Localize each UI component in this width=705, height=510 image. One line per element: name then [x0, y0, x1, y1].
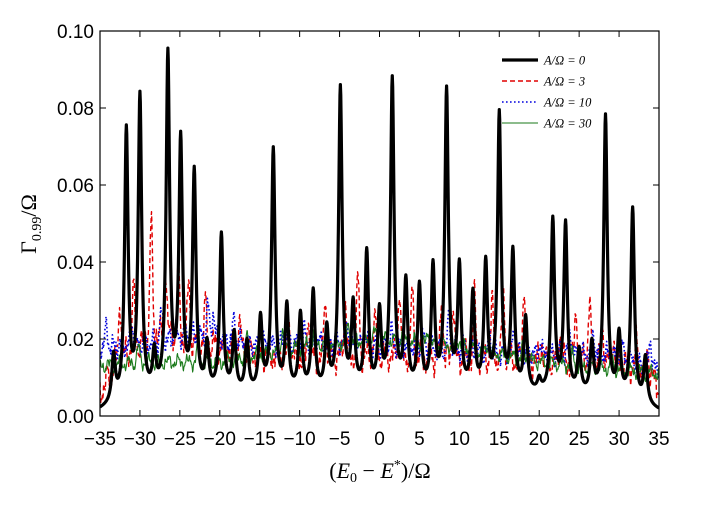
x-tick-label: 30	[609, 429, 630, 450]
x-tick-label: −5	[329, 429, 351, 450]
series-line-3	[100, 322, 659, 383]
x-tick-label: 35	[648, 429, 669, 450]
x-tick-label: −15	[244, 429, 276, 450]
y-tick-label: 0.10	[57, 22, 94, 43]
y-tick-label: 0.08	[57, 99, 94, 120]
x-tick-label: 15	[489, 429, 510, 450]
axis-ticks	[99, 30, 660, 417]
series-line-2	[100, 297, 659, 380]
x-tick-label: 25	[569, 429, 590, 450]
legend-label-0: A/Ω = 0	[543, 54, 586, 68]
series-line-1	[100, 211, 659, 403]
x-axis-label: (E0 − E*)/Ω	[329, 458, 430, 486]
legend-label-1: A/Ω = 3	[543, 75, 585, 89]
x-tick-label: −10	[284, 429, 316, 450]
x-tick-label: 20	[529, 429, 550, 450]
x-tick-label: −20	[204, 429, 236, 450]
y-tick-label: 0.06	[57, 176, 94, 197]
legend: A/Ω = 0 A/Ω = 3 A/Ω = 10 A/Ω = 30	[502, 54, 592, 131]
axis-tick-labels: −35 −30 −25 −20 −15 −10 −5 0 5 10 15 20 25 30 35 0.00 0.…	[57, 22, 670, 450]
series-line-0	[100, 46, 659, 410]
series-layer	[100, 46, 659, 410]
x-tick-label: −35	[84, 429, 116, 450]
y-tick-label: 0.00	[57, 407, 94, 428]
legend-label-2: A/Ω = 10	[543, 96, 592, 110]
legend-label-3: A/Ω = 30	[543, 117, 592, 131]
x-tick-label: 5	[414, 429, 425, 450]
y-tick-label: 0.02	[57, 330, 94, 351]
x-tick-label: −30	[124, 429, 156, 450]
x-tick-label: 10	[449, 429, 470, 450]
x-tick-label: −25	[164, 429, 196, 450]
y-axis-label: Γ0.99/Ω	[16, 194, 45, 254]
y-tick-label: 0.04	[57, 253, 94, 274]
x-tick-label: 0	[374, 429, 385, 450]
